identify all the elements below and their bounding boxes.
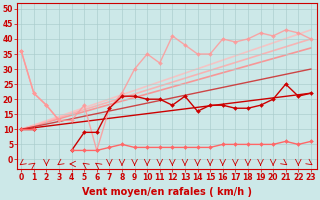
X-axis label: Vent moyen/en rafales ( km/h ): Vent moyen/en rafales ( km/h ) <box>82 187 252 197</box>
